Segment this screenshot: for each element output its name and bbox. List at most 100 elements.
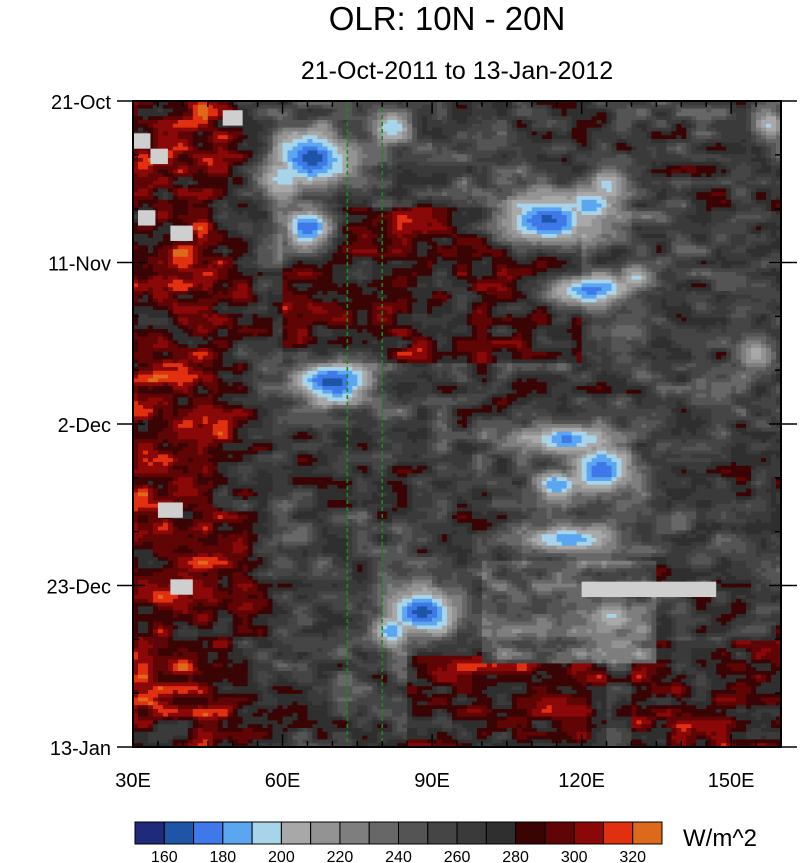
- heatmap-cell: [262, 245, 269, 250]
- heatmap-cell: [307, 161, 314, 167]
- heatmap-cell: [561, 241, 568, 246]
- heatmap-cell: [227, 101, 234, 106]
- heatmap-cell: [337, 188, 343, 193]
- heatmap-cell: [242, 203, 249, 208]
- heatmap-cell: [452, 218, 458, 224]
- heatmap-cell: [586, 127, 593, 132]
- heatmap-cell: [536, 142, 543, 148]
- heatmap-cell: [596, 177, 603, 182]
- heatmap-cell: [142, 150, 149, 155]
- heatmap-cell: [247, 158, 254, 163]
- heatmap-cell: [591, 218, 598, 224]
- heatmap-cell: [566, 135, 573, 140]
- heatmap-cell: [631, 192, 638, 197]
- heatmap-cell: [402, 226, 408, 231]
- heatmap-cell: [312, 101, 319, 106]
- heatmap-cell: [471, 188, 478, 193]
- heatmap-cell: [157, 142, 164, 148]
- heatmap-cell: [187, 161, 194, 167]
- heatmap-cell: [736, 173, 742, 178]
- heatmap-cell: [377, 135, 383, 140]
- heatmap-cell: [546, 158, 553, 163]
- heatmap-cell: [751, 116, 757, 121]
- heatmap-cell: [686, 158, 692, 163]
- heatmap-cell: [192, 192, 199, 197]
- heatmap-cell: [726, 131, 732, 136]
- heatmap-cell: [347, 215, 353, 220]
- heatmap-cell: [407, 123, 413, 129]
- heatmap-cell: [187, 146, 194, 151]
- heatmap-cell: [437, 192, 443, 197]
- heatmap-cell: [641, 116, 648, 121]
- heatmap-cell: [337, 139, 343, 144]
- heatmap-cell: [357, 211, 363, 216]
- heatmap-cell: [721, 207, 727, 212]
- heatmap-cell: [606, 241, 613, 246]
- heatmap-cell: [726, 146, 732, 151]
- heatmap-cell: [496, 226, 503, 231]
- heatmap-cell: [382, 101, 388, 106]
- heatmap-cell: [771, 184, 777, 189]
- heatmap-cell: [716, 146, 722, 151]
- heatmap-cell: [636, 192, 643, 197]
- heatmap-cell: [501, 196, 508, 201]
- heatmap-cell: [516, 211, 523, 216]
- heatmap-cell: [427, 237, 433, 243]
- heatmap-cell: [536, 211, 543, 216]
- heatmap-cell: [362, 199, 368, 205]
- heatmap-cell: [611, 116, 618, 121]
- heatmap-cell: [666, 142, 672, 148]
- heatmap-cell: [242, 177, 249, 182]
- heatmap-cell: [596, 127, 603, 132]
- heatmap-cell: [327, 218, 333, 224]
- heatmap-cell: [182, 173, 189, 178]
- heatmap-cell: [491, 150, 498, 155]
- heatmap-cell: [232, 131, 239, 136]
- heatmap-cell: [641, 207, 648, 212]
- heatmap-cell: [197, 108, 204, 113]
- heatmap-cell: [626, 150, 633, 155]
- heatmap-cell: [476, 161, 483, 167]
- heatmap-cell: [771, 146, 777, 151]
- heatmap-cell: [581, 222, 588, 227]
- heatmap-cell: [521, 226, 528, 231]
- heatmap-cell: [407, 169, 413, 174]
- heatmap-cell: [187, 135, 194, 140]
- heatmap-cell: [242, 199, 249, 205]
- heatmap-cell: [262, 127, 269, 132]
- heatmap-cell: [566, 142, 573, 148]
- heatmap-cell: [337, 108, 343, 113]
- heatmap-cell: [317, 196, 324, 201]
- heatmap-cell: [586, 215, 593, 220]
- heatmap-cell: [496, 230, 503, 235]
- heatmap-cell: [516, 135, 523, 140]
- heatmap-cell: [302, 203, 309, 208]
- heatmap-cell: [691, 196, 697, 201]
- heatmap-cell: [347, 127, 353, 132]
- heatmap-cell: [726, 192, 732, 197]
- heatmap-cell: [452, 135, 458, 140]
- heatmap-cell: [147, 207, 154, 212]
- heatmap-cell: [352, 127, 358, 132]
- heatmap-cell: [721, 173, 727, 178]
- heatmap-cell: [182, 150, 189, 155]
- heatmap-cell: [561, 127, 568, 132]
- heatmap-cell: [581, 108, 588, 113]
- heatmap-cell: [167, 161, 174, 167]
- heatmap-cell: [387, 131, 393, 136]
- heatmap-cell: [581, 218, 588, 224]
- heatmap-cell: [232, 173, 239, 178]
- heatmap-cell: [232, 203, 239, 208]
- heatmap-cell: [247, 177, 254, 182]
- heatmap-cell: [711, 237, 717, 243]
- heatmap-cell: [481, 142, 488, 148]
- heatmap-cell: [407, 173, 413, 178]
- heatmap-cell: [696, 203, 702, 208]
- heatmap-cell: [671, 207, 677, 212]
- heatmap-cell: [247, 154, 254, 159]
- heatmap-cell: [631, 161, 638, 167]
- heatmap-cell: [242, 112, 249, 117]
- heatmap-cell: [342, 230, 348, 235]
- heatmap-cell: [601, 135, 608, 140]
- heatmap-cell: [731, 169, 737, 174]
